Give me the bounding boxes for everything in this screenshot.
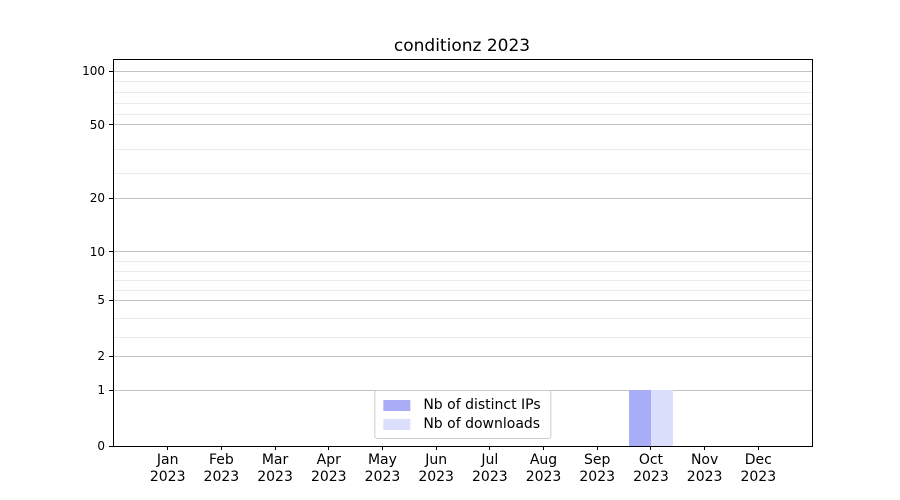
y-tick-label: 2 <box>97 349 105 364</box>
x-tick-label-month: Mar <box>261 452 289 468</box>
y-gridline-minor <box>114 173 812 175</box>
y-gridline-minor <box>114 270 812 272</box>
x-tick-label: Jul 2023 <box>458 452 522 486</box>
legend-label: Nb of downloads <box>423 416 541 432</box>
x-tick-label: Dec 2023 <box>726 452 790 486</box>
x-tick-label: Sep 2023 <box>565 452 629 486</box>
x-tick <box>543 446 545 450</box>
x-tick-label: Apr 2023 <box>297 452 361 486</box>
y-gridline-minor <box>114 92 812 94</box>
y-tick-label: 10 <box>89 244 105 259</box>
y-tick <box>109 70 114 72</box>
y-tick-label: 1 <box>97 383 105 398</box>
y-gridline-major <box>114 124 812 126</box>
x-tick-label-month: Aug <box>529 452 558 468</box>
y-tick-label: 100 <box>82 64 105 79</box>
x-tick <box>274 446 276 450</box>
x-tick <box>435 446 437 450</box>
x-tick-label-month: Jan <box>156 452 179 468</box>
legend-swatch <box>383 399 411 411</box>
y-tick-label: 20 <box>89 191 105 206</box>
x-tick <box>650 446 652 450</box>
chart-title: conditionz 2023 <box>393 36 531 56</box>
x-tick-label-year: 2023 <box>149 469 186 485</box>
y-tick-label: 0 <box>97 439 105 453</box>
y-gridline-minor <box>114 260 812 262</box>
x-tick-label-month: May <box>367 452 397 468</box>
x-tick-label: Feb 2023 <box>189 452 253 486</box>
y-tick-label: 50 <box>89 117 105 132</box>
y-gridline-minor <box>114 280 812 282</box>
bar-nb-of-downloads <box>650 390 673 446</box>
legend-row: Nb of distinct IPs <box>383 397 541 413</box>
plot-area: 0 1 2 5 10 20 50 100 Jan 2023 Feb 2023 Mar 2023 Apr 202… <box>82 59 813 485</box>
x-tick-label-year: 2023 <box>579 469 616 485</box>
y-tick <box>109 197 114 199</box>
y-gridline-minor <box>114 148 812 150</box>
y-tick <box>109 251 114 253</box>
x-tick <box>167 446 169 450</box>
y-tick <box>109 355 114 357</box>
y-gridline-minor <box>114 113 812 115</box>
y-tick <box>109 445 114 447</box>
y-tick-label: 5 <box>97 293 105 308</box>
y-gridline-major <box>114 299 812 301</box>
x-tick-label: Nov 2023 <box>673 452 737 486</box>
x-tick-label: Jan 2023 <box>136 452 200 486</box>
x-tick-label-year: 2023 <box>525 469 562 485</box>
x-tick-label: Mar 2023 <box>243 452 307 486</box>
x-tick-label-year: 2023 <box>364 469 401 485</box>
y-tick <box>109 124 114 126</box>
x-tick-label-month: Jun <box>425 452 448 468</box>
y-gridline-minor <box>114 289 812 291</box>
x-tick-label-year: 2023 <box>633 469 669 485</box>
x-tick-label-year: 2023 <box>418 469 454 485</box>
y-gridline-major <box>114 355 812 357</box>
x-tick-label-year: 2023 <box>740 469 777 485</box>
x-tick-label: May 2023 <box>350 452 414 486</box>
y-gridline-major <box>114 251 812 253</box>
x-tick-label-year: 2023 <box>257 469 293 485</box>
x-tick-label-year: 2023 <box>472 469 508 485</box>
x-tick-label-year: 2023 <box>203 469 240 485</box>
y-gridline-major <box>114 197 812 199</box>
y-gridline-minor <box>114 318 812 320</box>
x-tick-label-year: 2023 <box>686 469 723 485</box>
x-tick <box>704 446 706 450</box>
x-tick-label-month: Jul <box>481 452 499 468</box>
x-tick-label-month: Dec <box>744 452 772 468</box>
y-gridline-minor <box>114 102 812 104</box>
x-tick-label: Aug 2023 <box>512 452 576 486</box>
x-tick <box>220 446 222 450</box>
x-tick <box>596 446 598 450</box>
x-tick-label: Jun 2023 <box>404 452 468 486</box>
y-gridline-major <box>114 70 812 72</box>
x-tick-label-month: Nov <box>690 452 719 468</box>
y-gridline-minor <box>114 336 812 338</box>
legend-swatch <box>383 418 411 430</box>
x-tick <box>328 446 330 450</box>
bar-nb-of-distinct-ips <box>628 390 651 446</box>
y-tick <box>109 389 114 391</box>
x-tick-label-month: Feb <box>208 452 234 468</box>
y-tick <box>109 299 114 301</box>
legend: Nb of distinct IPs Nb of downloads <box>374 390 552 439</box>
x-tick-label-year: 2023 <box>310 469 347 485</box>
legend-label: Nb of distinct IPs <box>423 397 541 413</box>
x-tick-label-month: Sep <box>584 452 611 468</box>
x-tick <box>489 446 491 450</box>
y-gridline-minor <box>114 81 812 83</box>
x-tick <box>757 446 759 450</box>
x-tick-label: Oct 2023 <box>619 452 683 486</box>
legend-row: Nb of downloads <box>383 416 540 432</box>
x-tick-label-month: Apr <box>316 452 341 468</box>
x-tick-label-month: Oct <box>638 452 664 468</box>
x-tick <box>381 446 383 450</box>
